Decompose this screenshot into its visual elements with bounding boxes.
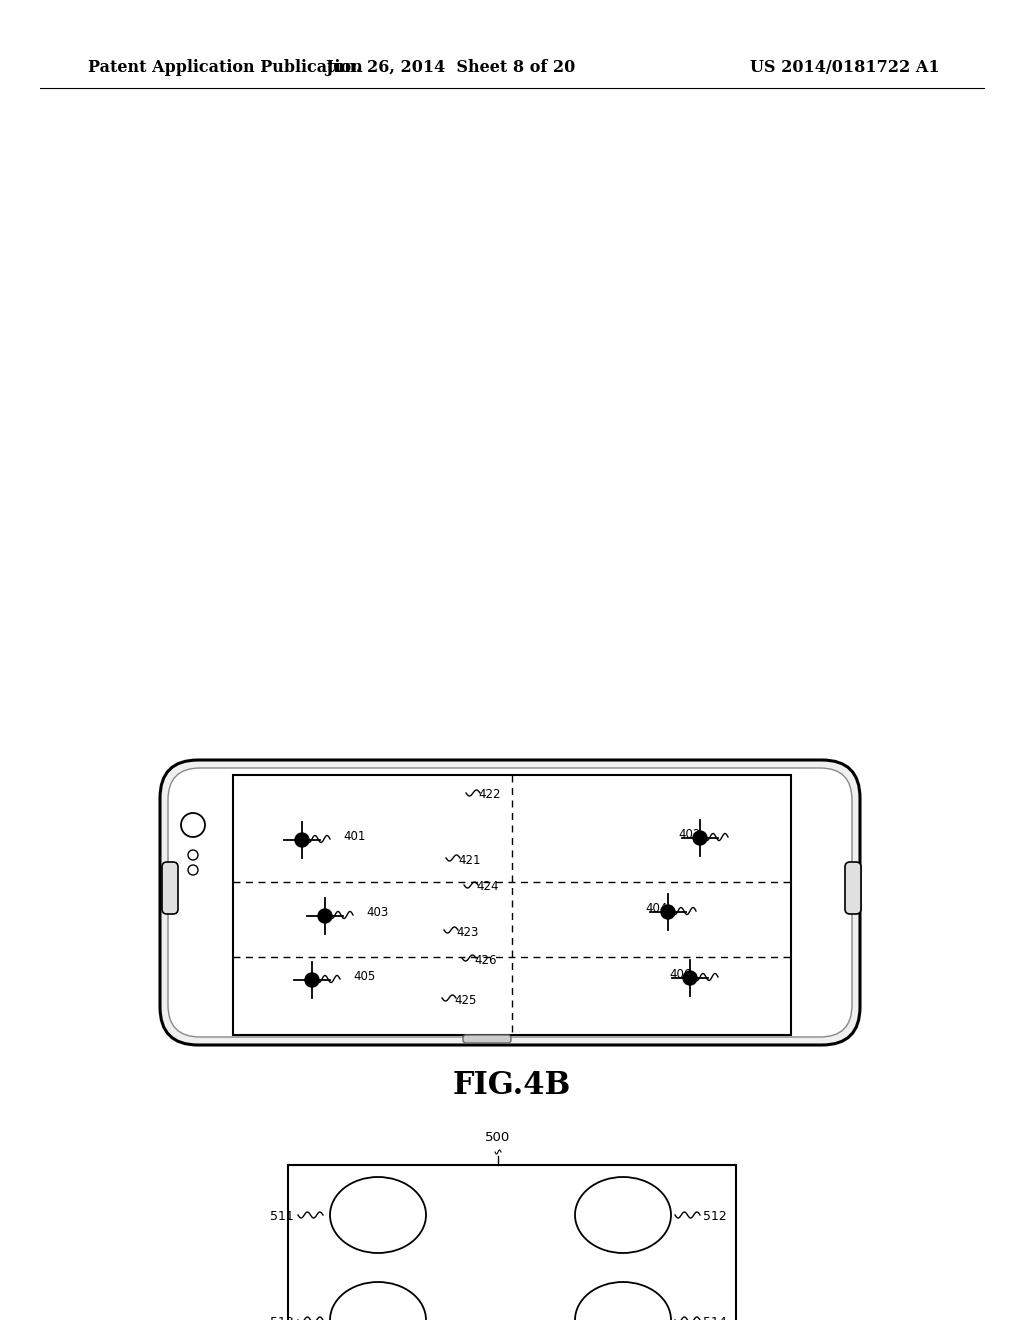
FancyBboxPatch shape	[168, 768, 852, 1038]
Text: US 2014/0181722 A1: US 2014/0181722 A1	[751, 59, 940, 77]
Circle shape	[662, 906, 675, 919]
FancyBboxPatch shape	[845, 862, 861, 913]
Text: 511: 511	[270, 1210, 294, 1224]
Text: 421: 421	[458, 854, 480, 866]
Text: 512: 512	[703, 1210, 727, 1224]
FancyBboxPatch shape	[160, 760, 860, 1045]
Text: 404: 404	[645, 902, 668, 915]
Circle shape	[305, 973, 319, 987]
Circle shape	[693, 832, 707, 845]
FancyBboxPatch shape	[162, 862, 178, 913]
Text: 425: 425	[454, 994, 476, 1006]
Text: 403: 403	[366, 906, 388, 919]
Circle shape	[295, 833, 309, 847]
FancyBboxPatch shape	[463, 1035, 511, 1043]
Text: Jun. 26, 2014  Sheet 8 of 20: Jun. 26, 2014 Sheet 8 of 20	[325, 59, 575, 77]
Text: FIG.4B: FIG.4B	[453, 1069, 571, 1101]
Text: 423: 423	[456, 925, 478, 939]
Bar	[288, 1166, 736, 1320]
Circle shape	[683, 972, 697, 985]
Text: 424: 424	[476, 880, 499, 894]
Circle shape	[318, 909, 332, 923]
Text: 402: 402	[678, 828, 700, 841]
Text: 500: 500	[485, 1131, 511, 1144]
Text: 426: 426	[474, 953, 497, 966]
Text: 422: 422	[478, 788, 501, 801]
Text: 513: 513	[270, 1316, 294, 1320]
Text: 514: 514	[703, 1316, 727, 1320]
Text: 405: 405	[353, 969, 375, 982]
Text: Patent Application Publication: Patent Application Publication	[88, 59, 362, 77]
Text: 406: 406	[669, 968, 691, 981]
Text: 401: 401	[343, 829, 366, 842]
Bar	[233, 775, 791, 1035]
